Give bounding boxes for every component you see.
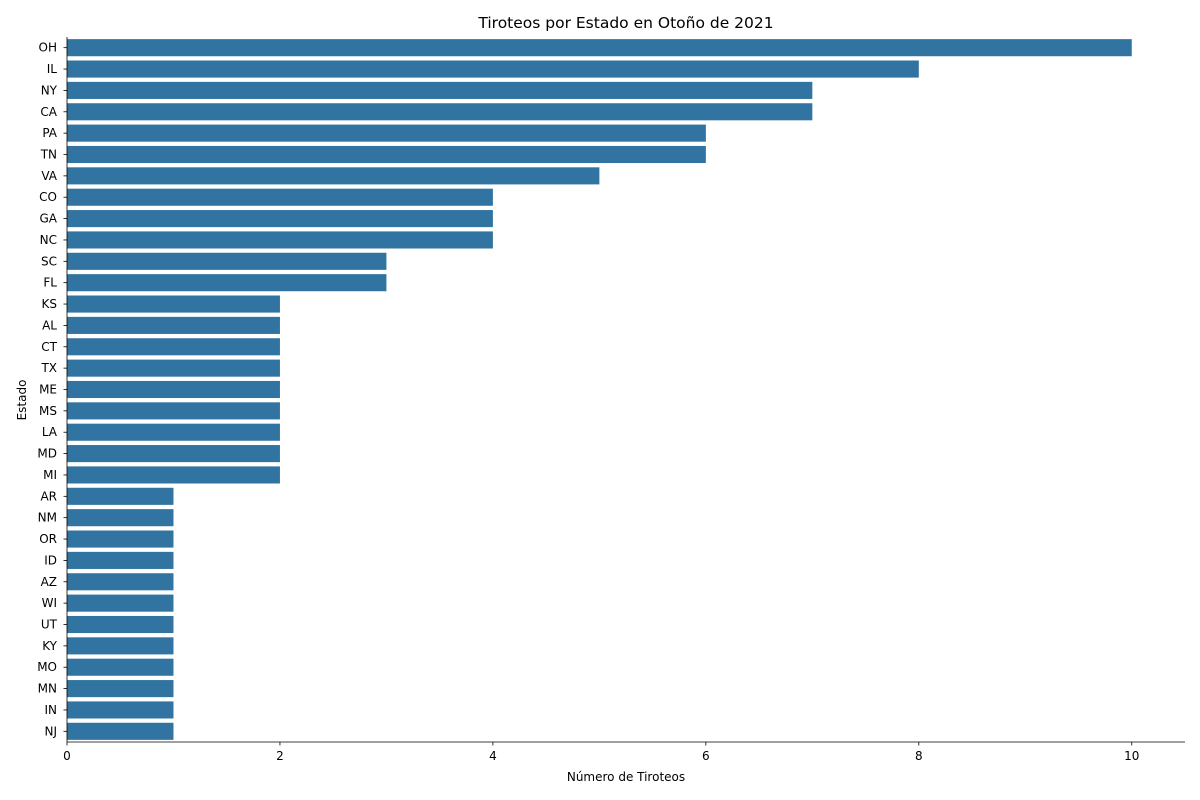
- y-tick-label: OH: [39, 41, 57, 55]
- y-tick-label: AL: [42, 318, 57, 332]
- x-tick-label: 0: [63, 749, 71, 763]
- y-tick-label: ID: [44, 553, 57, 567]
- bar-az: [67, 573, 174, 591]
- y-tick-label: AR: [40, 489, 57, 503]
- x-axis-label: Número de Tiroteos: [567, 770, 685, 784]
- y-tick-label: NC: [40, 233, 57, 247]
- bar-ut: [67, 615, 174, 634]
- y-tick-label: CO: [39, 190, 57, 204]
- y-tick-label: UT: [41, 618, 58, 632]
- y-tick-label: NM: [38, 511, 57, 525]
- y-tick-label: TN: [40, 148, 57, 162]
- y-tick-label: PA: [42, 126, 57, 140]
- bar-pa: [67, 124, 706, 142]
- x-tick-label: 2: [276, 749, 284, 763]
- y-tick-label: CA: [40, 105, 57, 119]
- bar-oh: [67, 39, 1132, 57]
- bar-fl: [67, 274, 387, 292]
- y-tick-label: ME: [39, 383, 57, 397]
- y-tick-label: MI: [43, 468, 57, 482]
- y-tick-label: VA: [41, 169, 57, 183]
- x-tick-label: 10: [1124, 749, 1139, 763]
- y-tick-label: NJ: [44, 724, 57, 738]
- bar-ky: [67, 637, 174, 655]
- bar-ks: [67, 295, 280, 313]
- y-tick-label: MN: [38, 682, 57, 696]
- bar-nm: [67, 509, 174, 527]
- bar-ct: [67, 338, 280, 356]
- bar-la: [67, 423, 280, 441]
- bar-id: [67, 551, 174, 569]
- bar-ga: [67, 210, 493, 228]
- bar-wi: [67, 594, 174, 612]
- bar-al: [67, 316, 280, 334]
- y-tick-label: NY: [41, 83, 58, 97]
- bar-va: [67, 167, 600, 185]
- bar-ms: [67, 402, 280, 420]
- y-tick-label: TX: [40, 361, 57, 375]
- y-tick-label: CT: [41, 340, 57, 354]
- y-tick-label: GA: [39, 212, 57, 226]
- y-tick-label: IN: [44, 703, 57, 717]
- bar-tx: [67, 359, 280, 377]
- bar-ny: [67, 81, 813, 99]
- y-tick-label: LA: [42, 425, 58, 439]
- y-tick-label: FL: [43, 276, 57, 290]
- y-tick-label: MD: [37, 447, 57, 461]
- bar-co: [67, 188, 493, 206]
- bar-ca: [67, 103, 813, 121]
- bar-sc: [67, 252, 387, 270]
- y-tick-label: IL: [47, 62, 58, 76]
- bar-in: [67, 701, 174, 719]
- y-tick-label: MO: [37, 660, 57, 674]
- y-tick-label: SC: [41, 254, 57, 268]
- bar-nc: [67, 231, 493, 249]
- y-tick-label: MS: [39, 404, 57, 418]
- bar-tn: [67, 145, 706, 164]
- y-tick-label: KS: [42, 297, 58, 311]
- bar-mi: [67, 466, 280, 484]
- y-tick-label: WI: [42, 596, 57, 610]
- y-tick-label: OR: [39, 532, 57, 546]
- bar-ar: [67, 487, 174, 505]
- x-tick-label: 6: [702, 749, 710, 763]
- chart-title: Tiroteos por Estado en Otoño de 2021: [477, 14, 773, 32]
- y-tick-label: KY: [42, 639, 57, 653]
- x-tick-label: 4: [489, 749, 497, 763]
- bar-nj: [67, 722, 174, 740]
- bar-il: [67, 60, 919, 78]
- bar-mo: [67, 658, 174, 676]
- x-tick-label: 8: [915, 749, 923, 763]
- bar-or: [67, 530, 174, 548]
- y-axis-label: Estado: [15, 380, 29, 421]
- bar-mn: [67, 680, 174, 698]
- bar-md: [67, 445, 280, 463]
- y-tick-label: AZ: [41, 575, 57, 589]
- bar-me: [67, 380, 280, 399]
